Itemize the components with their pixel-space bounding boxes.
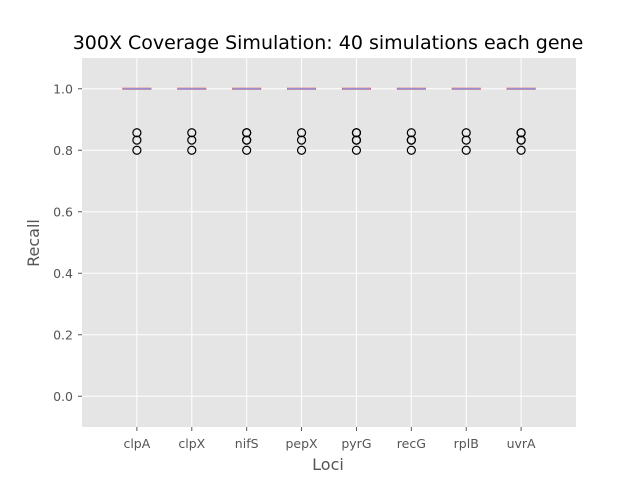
y-tick-label: 0.4 bbox=[53, 266, 73, 281]
y-tick-label: 1.0 bbox=[53, 81, 73, 96]
outlier-point bbox=[296, 145, 307, 155]
box-recG bbox=[396, 87, 426, 155]
x-axis-label: Loci bbox=[312, 455, 344, 474]
y-tick-label: 0.6 bbox=[53, 204, 73, 219]
outlier-point bbox=[242, 128, 252, 138]
x-tick-label: recG bbox=[397, 436, 426, 451]
y-tick-label: 0.8 bbox=[53, 143, 73, 158]
outlier-point bbox=[187, 135, 197, 145]
x-tick-label: rplB bbox=[454, 436, 479, 451]
outlier-point bbox=[516, 128, 526, 138]
box-clpA bbox=[122, 87, 152, 155]
y-axis-label: Recall bbox=[24, 219, 43, 267]
outlier-point bbox=[187, 128, 197, 138]
outlier-point bbox=[132, 135, 142, 145]
x-tick-label: clpA bbox=[123, 436, 150, 451]
plot-area bbox=[82, 58, 576, 427]
outlier-point bbox=[242, 135, 252, 145]
grid-lines bbox=[82, 58, 576, 427]
y-axis-ticks: 0.0 0.2 0.4 0.6 0.8 1.0 bbox=[53, 81, 82, 404]
outlier-point bbox=[351, 145, 362, 155]
outlier-point bbox=[187, 145, 197, 155]
outlier-point bbox=[461, 128, 471, 138]
outlier-point bbox=[132, 128, 142, 138]
y-tick-label: 0.0 bbox=[53, 389, 73, 404]
outlier-point bbox=[516, 145, 526, 155]
outlier-point bbox=[461, 145, 471, 155]
box-pyrG bbox=[341, 87, 371, 155]
box-pepX bbox=[287, 87, 317, 155]
outlier-point bbox=[406, 128, 416, 138]
box-uvrA bbox=[506, 87, 536, 155]
x-tick-label: pepX bbox=[285, 436, 318, 451]
boxes bbox=[122, 87, 536, 155]
outlier-point bbox=[351, 135, 362, 145]
x-axis-ticks: clpA clpX nifS pepX pyrG recG rplB uvrA bbox=[123, 427, 536, 451]
x-tick-label: pyrG bbox=[341, 436, 371, 451]
outlier-point bbox=[351, 128, 362, 138]
x-tick-label: nifS bbox=[235, 436, 259, 451]
x-tick-label: clpX bbox=[178, 436, 205, 451]
x-tick-label: uvrA bbox=[507, 436, 536, 451]
box-clpX bbox=[177, 87, 207, 155]
outlier-point bbox=[406, 145, 416, 155]
outlier-point bbox=[461, 135, 471, 145]
outlier-point bbox=[296, 128, 307, 138]
outlier-point bbox=[296, 135, 307, 145]
y-tick-label: 0.2 bbox=[53, 327, 73, 342]
outlier-point bbox=[242, 145, 252, 155]
outlier-point bbox=[406, 135, 416, 145]
chart-title: 300X Coverage Simulation: 40 simulations… bbox=[73, 32, 584, 54]
outlier-point bbox=[132, 145, 142, 155]
box-nifS bbox=[232, 87, 262, 155]
box-rplB bbox=[451, 87, 481, 155]
outlier-point bbox=[516, 135, 526, 145]
